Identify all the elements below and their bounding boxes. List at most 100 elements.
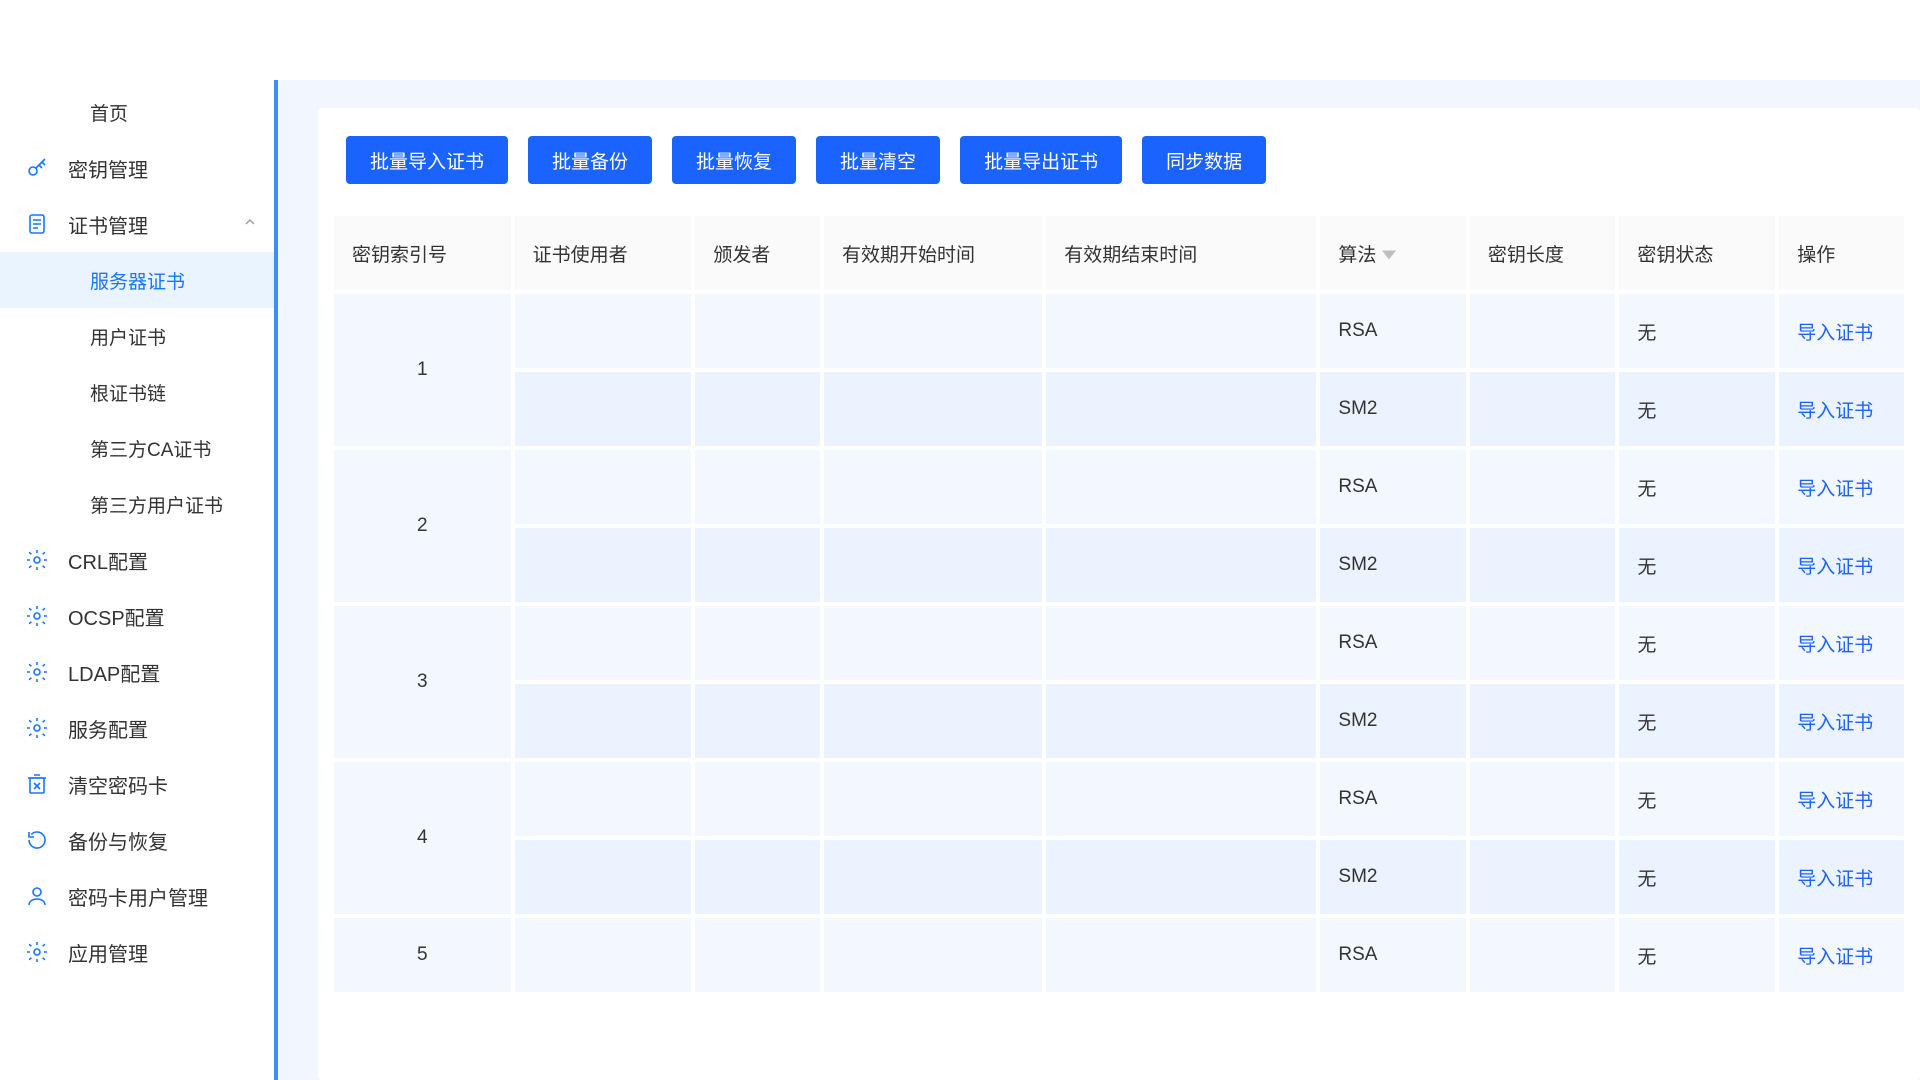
sidebar-item-app-mgmt[interactable]: 应用管理 <box>0 924 274 980</box>
table-row: SM2 无 导入证书 <box>334 528 1904 602</box>
import-cert-link[interactable]: 导入证书 <box>1797 869 1873 890</box>
batch-backup-button[interactable]: 批量备份 <box>528 136 652 184</box>
cell-length <box>1470 606 1615 680</box>
toolbar: 批量导入证书批量备份批量恢复批量清空批量导出证书同步数据 <box>318 136 1920 212</box>
cell-alg: SM2 <box>1320 528 1465 602</box>
sidebar-item-user-cert[interactable]: 用户证书 <box>0 308 274 364</box>
cell-state: 无 <box>1619 684 1775 758</box>
sync-data-button[interactable]: 同步数据 <box>1142 136 1266 184</box>
sidebar-item-label: 密钥管理 <box>68 154 258 183</box>
gear-icon <box>24 659 50 685</box>
cell-issuer <box>695 840 820 914</box>
cell-index: 5 <box>334 918 511 992</box>
sidebar-item-server-cert[interactable]: 服务器证书 <box>0 252 274 308</box>
cell-op: 导入证书 <box>1779 372 1904 446</box>
table-row: SM2 无 导入证书 <box>334 684 1904 758</box>
sidebar-item-label: 服务配置 <box>68 714 258 743</box>
sidebar-item-root-chain[interactable]: 根证书链 <box>0 364 274 420</box>
batch-import-button[interactable]: 批量导入证书 <box>346 136 508 184</box>
column-label: 算法 <box>1338 245 1376 266</box>
doc-icon <box>24 211 50 237</box>
table-row: 5RSA无导入证书 <box>334 918 1904 992</box>
gear-icon <box>24 715 50 741</box>
cell-start <box>824 294 1042 368</box>
sidebar-item-crl[interactable]: CRL配置 <box>0 532 274 588</box>
cell-end <box>1046 294 1316 368</box>
sidebar-item-home[interactable]: 首页 <box>0 84 274 140</box>
cell-length <box>1470 528 1615 602</box>
cell-length <box>1470 450 1615 524</box>
import-cert-link[interactable]: 导入证书 <box>1797 401 1873 422</box>
cell-state: 无 <box>1619 918 1775 992</box>
cell-user <box>515 840 692 914</box>
import-cert-link[interactable]: 导入证书 <box>1797 557 1873 578</box>
cell-start <box>824 606 1042 680</box>
cell-user <box>515 684 692 758</box>
cell-alg: SM2 <box>1320 372 1465 446</box>
sort-icon <box>1382 247 1396 261</box>
cell-state: 无 <box>1619 528 1775 602</box>
content-area: 批量导入证书批量备份批量恢复批量清空批量导出证书同步数据 密钥索引号证书使用者颁… <box>278 80 1920 1080</box>
sidebar-item-label: 密码卡用户管理 <box>68 882 258 911</box>
cell-issuer <box>695 918 820 992</box>
sidebar-item-ocsp[interactable]: OCSP配置 <box>0 588 274 644</box>
import-cert-link[interactable]: 导入证书 <box>1797 947 1873 968</box>
cell-op: 导入证书 <box>1779 918 1904 992</box>
cell-op: 导入证书 <box>1779 684 1904 758</box>
cell-state: 无 <box>1619 450 1775 524</box>
sidebar-item-key-mgmt[interactable]: 密钥管理 <box>0 140 274 196</box>
cell-start <box>824 918 1042 992</box>
cell-index: 2 <box>334 450 511 602</box>
column-header-alg[interactable]: 算法 <box>1320 216 1465 290</box>
import-cert-link[interactable]: 导入证书 <box>1797 635 1873 656</box>
main-card: 批量导入证书批量备份批量恢复批量清空批量导出证书同步数据 密钥索引号证书使用者颁… <box>318 108 1920 1080</box>
cell-state: 无 <box>1619 372 1775 446</box>
cell-op: 导入证书 <box>1779 450 1904 524</box>
user-icon <box>24 883 50 909</box>
cell-end <box>1046 918 1316 992</box>
cell-alg: SM2 <box>1320 684 1465 758</box>
sidebar-item-label: 应用管理 <box>68 938 258 967</box>
cell-alg: RSA <box>1320 294 1465 368</box>
cell-start <box>824 450 1042 524</box>
column-label: 证书使用者 <box>533 245 628 266</box>
cell-length <box>1470 684 1615 758</box>
cell-state: 无 <box>1619 840 1775 914</box>
cell-user <box>515 762 692 836</box>
cell-start <box>824 684 1042 758</box>
batch-export-button[interactable]: 批量导出证书 <box>960 136 1122 184</box>
column-header-end: 有效期结束时间 <box>1046 216 1316 290</box>
sidebar-item-card-users[interactable]: 密码卡用户管理 <box>0 868 274 924</box>
cell-issuer <box>695 528 820 602</box>
column-header-user: 证书使用者 <box>515 216 692 290</box>
sidebar-item-label: 用户证书 <box>90 323 258 350</box>
gear-icon <box>24 603 50 629</box>
batch-clear-button[interactable]: 批量清空 <box>816 136 940 184</box>
sidebar-item-service[interactable]: 服务配置 <box>0 700 274 756</box>
cell-issuer <box>695 372 820 446</box>
cell-alg: RSA <box>1320 606 1465 680</box>
cell-length <box>1470 294 1615 368</box>
sidebar-item-cert-mgmt[interactable]: 证书管理 <box>0 196 274 252</box>
sidebar-item-thirdparty-ca[interactable]: 第三方CA证书 <box>0 420 274 476</box>
column-label: 有效期结束时间 <box>1064 245 1197 266</box>
sidebar-item-thirdparty-user[interactable]: 第三方用户证书 <box>0 476 274 532</box>
import-cert-link[interactable]: 导入证书 <box>1797 479 1873 500</box>
cell-end <box>1046 762 1316 836</box>
sidebar-item-backup[interactable]: 备份与恢复 <box>0 812 274 868</box>
import-cert-link[interactable]: 导入证书 <box>1797 791 1873 812</box>
cell-alg: RSA <box>1320 450 1465 524</box>
sidebar-item-label: CRL配置 <box>68 546 258 575</box>
batch-restore-button[interactable]: 批量恢复 <box>672 136 796 184</box>
sidebar-item-clear-card[interactable]: 清空密码卡 <box>0 756 274 812</box>
sidebar-item-label: OCSP配置 <box>68 602 258 631</box>
chevron-up-icon <box>242 213 258 236</box>
table-row: 1RSA无导入证书 <box>334 294 1904 368</box>
column-header-issuer: 颁发者 <box>695 216 820 290</box>
cell-issuer <box>695 606 820 680</box>
cell-user <box>515 606 692 680</box>
import-cert-link[interactable]: 导入证书 <box>1797 323 1873 344</box>
import-cert-link[interactable]: 导入证书 <box>1797 713 1873 734</box>
sidebar-item-ldap[interactable]: LDAP配置 <box>0 644 274 700</box>
cell-index: 3 <box>334 606 511 758</box>
